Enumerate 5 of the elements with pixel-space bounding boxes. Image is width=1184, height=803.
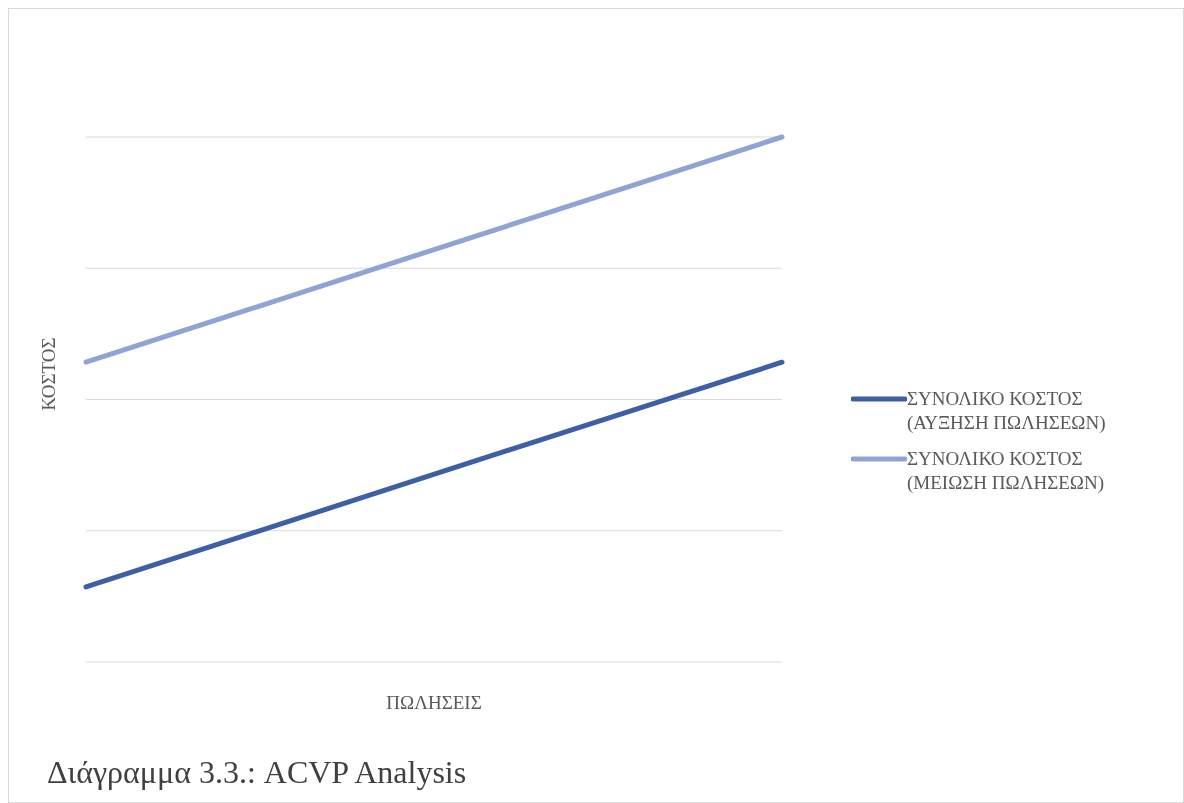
legend-label: ΣΥΝΟΛΙΚΟ ΚΟΣΤΟΣ (ΜΕΙΩΣΗ ΠΩΛΗΣΕΩΝ) [907,447,1105,495]
x-axis-title: ΠΩΛΗΣΕΙΣ [386,692,482,714]
legend-label: ΣΥΝΟΛΙΚΟ ΚΟΣΤΟΣ (ΑΥΞΗΣΗ ΠΩΛΗΣΕΩΝ) [907,387,1107,435]
text: Διάγραμμα 3.3.: ACVP Analysis [47,754,467,791]
y-axis-title: ΚΟΣΤΟΣ [38,337,60,411]
